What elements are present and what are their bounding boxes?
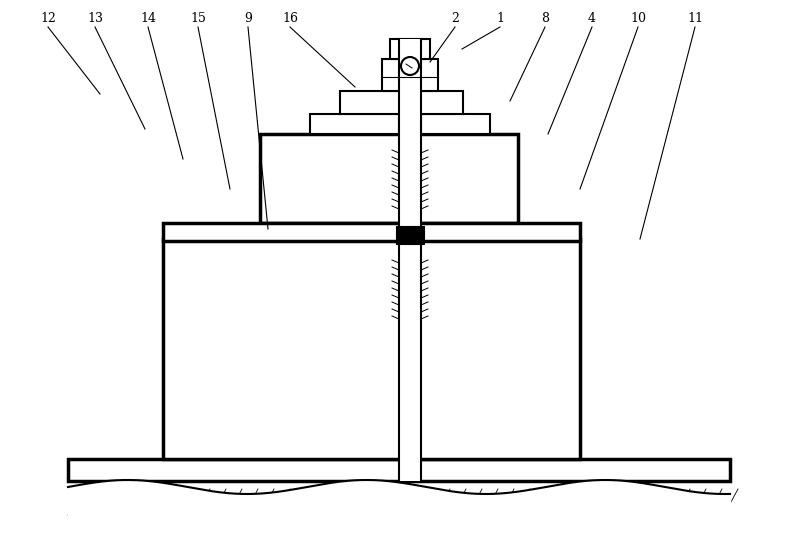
- Bar: [390, 39, 430, 59]
- Bar: [423, 116, 488, 132]
- Bar: [423, 93, 461, 112]
- Bar: [262, 136, 397, 221]
- Bar: [396, 226, 424, 244]
- Bar: [310, 114, 399, 134]
- Bar: [423, 136, 516, 221]
- Bar: [423, 241, 578, 457]
- Text: 10: 10: [630, 13, 646, 25]
- Text: 13: 13: [87, 13, 103, 25]
- Text: 15: 15: [190, 13, 206, 25]
- Text: 9: 9: [244, 13, 252, 25]
- Bar: [399, 134, 421, 223]
- Text: 1: 1: [496, 13, 504, 25]
- Circle shape: [401, 57, 419, 75]
- Bar: [340, 91, 463, 114]
- Bar: [68, 459, 730, 481]
- Bar: [163, 239, 580, 459]
- Bar: [342, 93, 399, 112]
- Bar: [260, 134, 518, 223]
- Bar: [399, 459, 421, 481]
- Bar: [423, 461, 728, 479]
- Bar: [163, 223, 580, 241]
- Bar: [312, 116, 397, 132]
- Bar: [382, 59, 438, 91]
- Text: 16: 16: [282, 13, 298, 25]
- Text: 8: 8: [541, 13, 549, 25]
- Text: 12: 12: [40, 13, 56, 25]
- Text: 2: 2: [451, 13, 459, 25]
- Bar: [399, 239, 421, 459]
- Bar: [421, 114, 490, 134]
- Text: 11: 11: [687, 13, 703, 25]
- Text: 4: 4: [588, 13, 596, 25]
- Bar: [399, 39, 421, 481]
- Text: 14: 14: [140, 13, 156, 25]
- Bar: [70, 461, 397, 479]
- Bar: [165, 241, 397, 457]
